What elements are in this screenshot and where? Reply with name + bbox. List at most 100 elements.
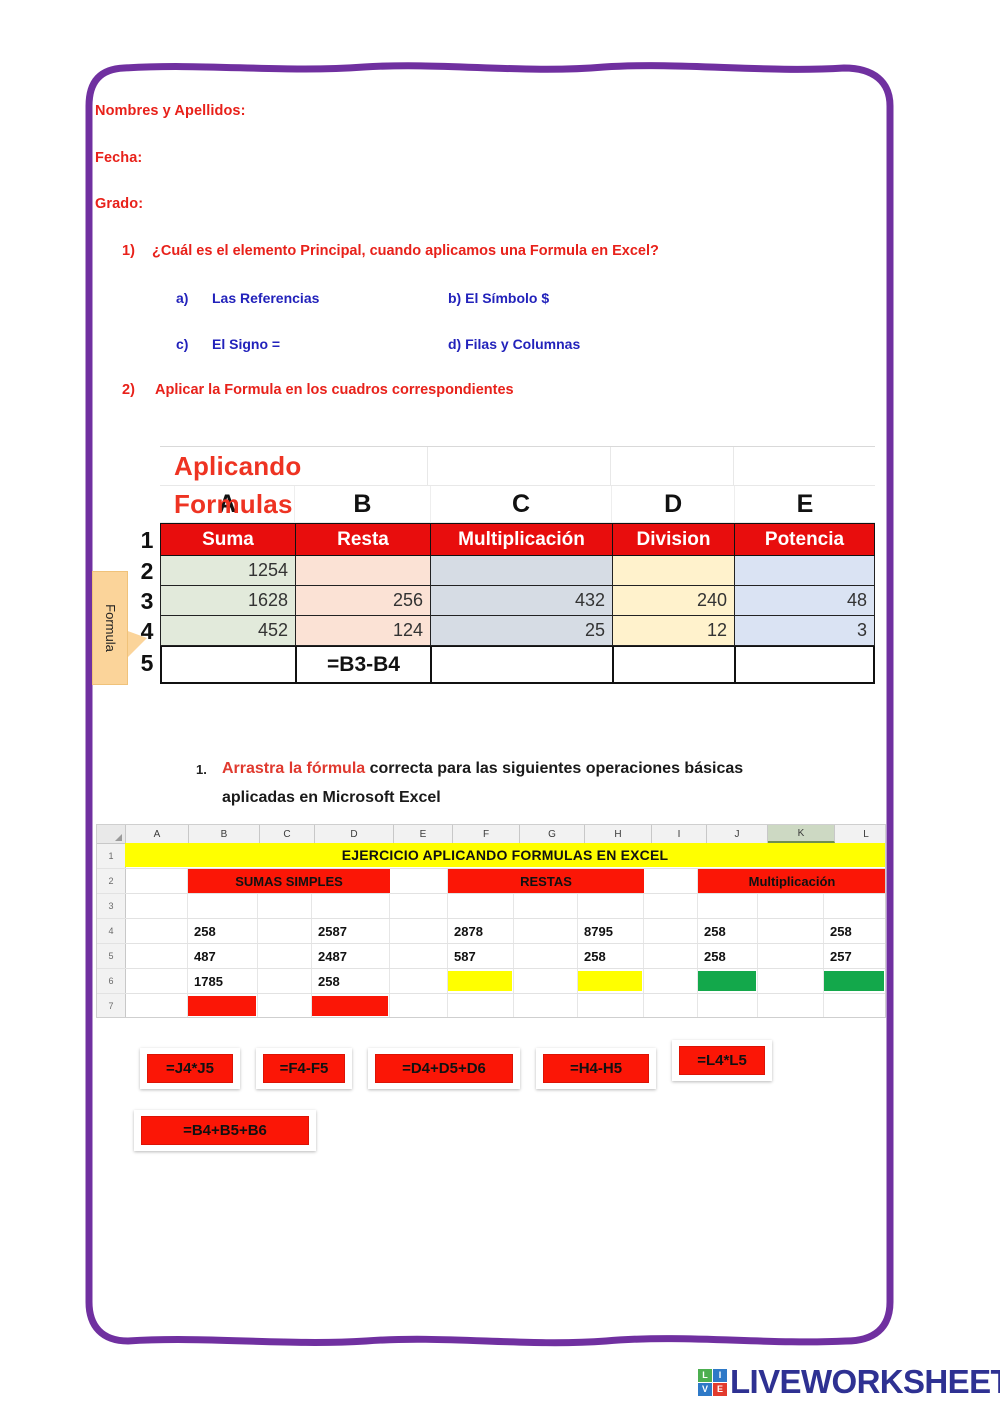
option-a-key: a) (176, 290, 189, 306)
sheet2-col-l[interactable]: L (835, 825, 885, 843)
formula-chip-f4f5[interactable]: =F4-F5 (256, 1048, 352, 1089)
sheet1-answer-a5[interactable] (160, 646, 295, 684)
sheet2-rowhdr-2[interactable]: 2 (97, 869, 126, 893)
sheet1-title: Aplicando Formulas (174, 451, 302, 519)
sheet2-col-c[interactable]: C (260, 825, 315, 843)
option-c-key: c) (176, 336, 189, 352)
sheet1-column-labels: A B C D E (160, 486, 875, 523)
question-1-number: 1) (122, 243, 135, 259)
formula-chip-h4h5-label: =H4-H5 (543, 1054, 649, 1083)
sheet2-cell-j5: 258 (698, 944, 758, 968)
sheet1-title-empty-3 (733, 447, 875, 485)
sheet2-dropzone-h6-fill (578, 971, 642, 991)
sheet2-col-j[interactable]: J (707, 825, 768, 843)
sheet1-answer-c5[interactable] (430, 646, 612, 684)
sheet2-col-e[interactable]: E (394, 825, 453, 843)
instruction-line-2: aplicadas en Microsoft Excel (222, 789, 441, 806)
sheet2-row-6: 6 1785 258 (97, 969, 885, 994)
sheet1-rowhdr-1: 1 (140, 527, 154, 553)
question-2-text: Aplicar la Formula en los cuadros corres… (155, 382, 514, 398)
field-label-fecha: Fecha: (95, 150, 143, 166)
formula-chip-b4b5b6[interactable]: =B4+B5+B6 (134, 1110, 316, 1151)
sheet1-header-resta: Resta (295, 523, 430, 556)
sheet2-col-k[interactable]: K (768, 825, 835, 843)
formula-chip-j4j5[interactable]: =J4*J5 (140, 1048, 240, 1089)
formula-chip-h4h5[interactable]: =H4-H5 (536, 1048, 656, 1089)
sheet2-column-header-row: A B C D E F G H I J K L (97, 825, 885, 844)
sheet2-dropzone-j6-fill (698, 971, 756, 991)
sheet1-answer-d5[interactable] (612, 646, 734, 684)
formula-callout-label: Formula (103, 604, 118, 652)
liveworksheets-logo-squares: L I V E (698, 1368, 727, 1396)
sheet2-col-a[interactable]: A (126, 825, 189, 843)
sheet2-dropzone-f6[interactable] (448, 969, 514, 993)
sheet2-col-f[interactable]: F (453, 825, 520, 843)
sheet1-cell-d2 (612, 556, 734, 586)
instruction-highlight: Arrastra la fórmula (222, 760, 366, 777)
sheet2-cell-d4: 2587 (312, 919, 390, 943)
logo-square-l: L (698, 1368, 712, 1382)
sheet2-band-sumas-simples: SUMAS SIMPLES (188, 869, 390, 893)
formula-chip-l4l5[interactable]: =L4*L5 (672, 1040, 772, 1081)
option-d-value[interactable]: d) Filas y Columnas (448, 336, 581, 352)
sheet2-dropzone-l6[interactable] (824, 969, 885, 993)
option-c-value[interactable]: El Signo = (212, 336, 281, 352)
sheet1-title-empty-1 (427, 447, 610, 485)
sheet2-cell-d6: 258 (312, 969, 390, 993)
sheet2-rowhdr-5[interactable]: 5 (97, 944, 126, 968)
sheet2-dropzone-d7-fill (312, 996, 388, 1016)
formula-chip-f4f5-label: =F4-F5 (263, 1054, 345, 1083)
sheet2-cell-j4: 258 (698, 919, 758, 943)
sheet2-row-4: 4 258 2587 2878 8795 258 258 (97, 919, 885, 944)
formula-chip-d4d5d6-label: =D4+D5+D6 (375, 1054, 513, 1083)
sheet2-dropzone-h6[interactable] (578, 969, 644, 993)
sheet1-cell-b3: 256 (295, 586, 430, 616)
sheet1-cell-e4: 3 (734, 616, 875, 646)
sheet1-answer-b5[interactable]: =B3-B4 (295, 646, 430, 684)
sheet1-title-row: Aplicando Formulas (160, 447, 875, 519)
sheet2-band-restas: RESTAS (448, 869, 644, 893)
sheet2-col-i[interactable]: I (652, 825, 707, 843)
sheet2-rowhdr-7[interactable]: 7 (97, 994, 126, 1017)
option-b-value[interactable]: b) El Símbolo $ (448, 290, 550, 306)
sheet1-rowhdr-3: 3 (140, 588, 154, 614)
sheet2-col-h[interactable]: H (585, 825, 652, 843)
sheet1-cell-e3: 48 (734, 586, 875, 616)
sheet2-dropzone-f6-fill (448, 971, 512, 991)
sheet1-col-b: B (294, 486, 429, 522)
sheet2-col-b[interactable]: B (189, 825, 260, 843)
sheet1-col-e: E (733, 486, 875, 522)
sheet1-cell-b2 (295, 556, 430, 586)
option-a-value[interactable]: Las Referencias (212, 290, 320, 306)
sheet2-row-7: 7 (97, 994, 885, 1017)
sheet1-col-d: D (611, 486, 733, 522)
sheet2-rowhdr-4[interactable]: 4 (97, 919, 126, 943)
liveworksheets-logo: L I V E LIVEWORKSHEETS (698, 1363, 1000, 1401)
logo-square-e: E (713, 1382, 727, 1396)
logo-square-i: I (713, 1368, 727, 1382)
sheet1-header-suma: Suma (160, 523, 295, 556)
field-label-nombres: Nombres y Apellidos: (95, 103, 246, 119)
sheet2-dropzone-d7[interactable] (312, 994, 390, 1017)
sheet2-rowhdr-6[interactable]: 6 (97, 969, 126, 993)
sheet1-header-division: Division (612, 523, 734, 556)
logo-square-v: V (698, 1382, 712, 1396)
sheet1-answer-row: 5 =B3-B4 (141, 646, 875, 684)
sheet1-data-row: 2 1254 (141, 556, 875, 586)
sheet1-header-multiplicacion: Multiplicación (430, 523, 612, 556)
sheet2-col-d[interactable]: D (315, 825, 394, 843)
sheet1-cell-a4: 452 (160, 616, 295, 646)
sheet2-col-g[interactable]: G (520, 825, 585, 843)
sheet1-data-row: 4 452 124 25 12 3 (141, 616, 875, 646)
sheet2-rowhdr-3[interactable]: 3 (97, 894, 126, 918)
select-all-corner-icon[interactable] (97, 825, 126, 843)
sheet2-rowhdr-1[interactable]: 1 (97, 844, 126, 868)
sheet2-cell-b5: 487 (188, 944, 258, 968)
question-1-text: ¿Cuál es el elemento Principal, cuando a… (152, 243, 659, 259)
sheet1-answer-e5[interactable] (734, 646, 875, 684)
formula-chip-j4j5-label: =J4*J5 (147, 1054, 233, 1083)
sheet2-dropzone-b7[interactable] (188, 994, 258, 1017)
excel-exercise-screenshot: A B C D E F G H I J K L 1 EJERCICIO APLI… (96, 824, 886, 1018)
formula-chip-d4d5d6[interactable]: =D4+D5+D6 (368, 1048, 520, 1089)
sheet2-dropzone-j6[interactable] (698, 969, 758, 993)
